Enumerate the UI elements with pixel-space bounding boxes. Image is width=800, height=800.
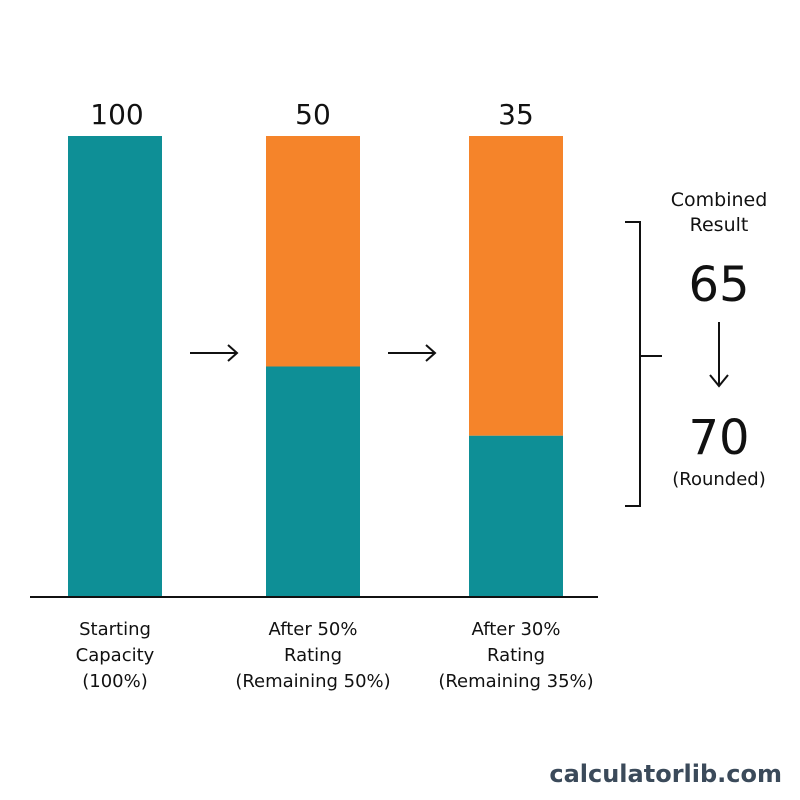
value-label-1: 100 [90,98,143,131]
combined-title-line-2: Result [690,214,749,236]
rounded-value: 70 [688,410,749,466]
category-label-2-line-1: After 50% [269,619,358,640]
combined-value: 65 [688,257,749,313]
arrow-down-icon [709,322,729,388]
category-label-2-line-3: (Remaining 50%) [235,671,390,692]
category-label-3-line-2: Rating [487,645,545,666]
category-label-3-line-3: (Remaining 35%) [438,671,593,692]
arrow-right-icon [388,344,437,362]
bar-3-segment-2 [469,136,563,436]
bar-2-segment-2 [266,136,360,367]
category-label-1-line-2: Capacity [76,645,155,666]
category-label-1-line-3: (100%) [82,671,148,692]
bracket-icon [625,221,662,507]
arrow-right-icon [190,344,239,362]
category-label-3-line-1: After 30% [472,619,561,640]
brand-watermark: calculatorlib.com [549,760,782,788]
bar-3-segment-1 [469,435,563,597]
category-labels-group: Starting Capacity (100%) After 50% Rating (Re… [76,619,594,692]
category-label-2-line-2: Rating [284,645,342,666]
bar-1-segment-1 [68,136,162,597]
value-label-2: 50 [295,98,331,131]
bars-group [68,136,563,597]
category-label-1-line-1: Starting [79,619,151,640]
bar-2-segment-1 [266,366,360,597]
value-label-3: 35 [498,98,534,131]
rounded-note: (Rounded) [672,469,766,490]
combined-title-line-1: Combined [671,189,768,211]
value-labels-group: 100 50 35 [90,98,534,131]
